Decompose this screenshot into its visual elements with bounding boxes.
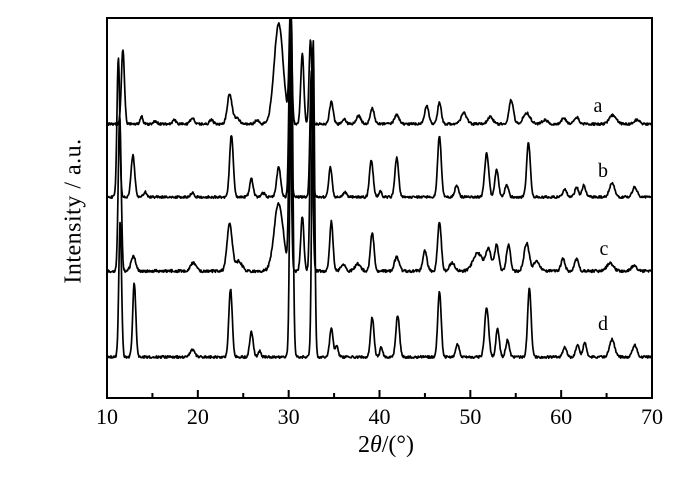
x-tick-label: 50: [459, 404, 481, 429]
xrd-trace-d: [107, 18, 652, 360]
trace-label-c: c: [600, 238, 609, 260]
x-tick-label: 10: [96, 404, 118, 429]
y-axis-label: Intensity / a.u.: [60, 138, 87, 284]
x-title-prefix: 2: [357, 432, 370, 458]
trace-label-b: b: [598, 160, 608, 182]
x-tick-label: 30: [278, 404, 300, 429]
x-tick-label: 20: [187, 404, 209, 429]
x-axis-title: 2θ/(°): [306, 432, 466, 459]
xrd-trace-c: [107, 93, 652, 274]
x-tick-label: 70: [641, 404, 663, 429]
trace-label-d: d: [598, 313, 608, 335]
trace-label-a: a: [594, 95, 603, 117]
xrd-trace-a: [107, 18, 652, 127]
xrd-trace-b: [107, 47, 652, 200]
x-tick-label: 40: [369, 404, 391, 429]
x-tick-label: 60: [550, 404, 572, 429]
x-title-suffix: /(°): [381, 432, 415, 458]
plot-frame: [106, 17, 653, 399]
x-title-theta-symbol: θ: [369, 432, 382, 458]
